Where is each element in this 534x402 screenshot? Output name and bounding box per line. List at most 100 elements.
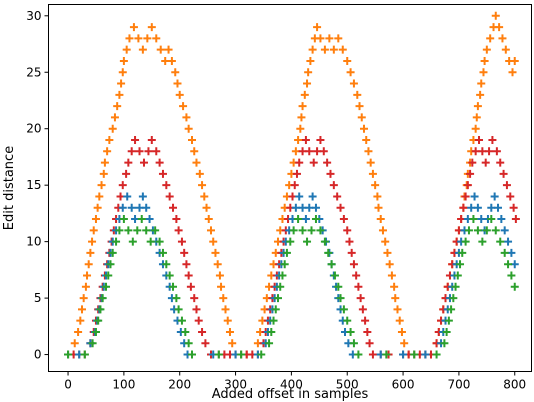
data-point [165, 271, 174, 280]
data-point [286, 237, 295, 246]
y-axis-label: Edit distance [2, 146, 17, 230]
data-point [127, 203, 136, 212]
data-point [487, 215, 496, 224]
data-point [219, 294, 228, 303]
data-point [295, 158, 304, 167]
data-point [115, 226, 124, 235]
data-point [440, 339, 449, 348]
y-tick-label: 20 [26, 122, 41, 136]
data-point [378, 226, 387, 235]
y-tick-label: 0 [34, 348, 42, 362]
data-point [96, 305, 105, 314]
data-point [188, 350, 197, 359]
data-point [345, 237, 354, 246]
data-point [488, 136, 497, 145]
series-1 [64, 136, 520, 359]
data-point [273, 294, 282, 303]
data-point [400, 339, 409, 348]
data-point [135, 147, 144, 156]
data-point [171, 68, 180, 77]
data-point [301, 136, 310, 145]
data-point [363, 327, 372, 336]
data-point [486, 34, 495, 43]
data-point [198, 181, 207, 190]
data-point [213, 260, 222, 269]
data-point [215, 271, 224, 280]
data-point [339, 305, 348, 314]
data-point [327, 260, 336, 269]
data-point [105, 136, 114, 145]
data-point [366, 158, 375, 167]
data-point [94, 316, 103, 325]
x-tick-label: 700 [447, 378, 470, 392]
data-point [393, 305, 402, 314]
data-point [172, 215, 181, 224]
x-tick-label: 0 [64, 378, 72, 392]
x-tick-label: 200 [168, 378, 191, 392]
data-point [298, 226, 307, 235]
data-point [301, 215, 310, 224]
data-point [192, 305, 201, 314]
data-point [476, 90, 485, 99]
data-point [355, 102, 364, 111]
data-point [303, 79, 312, 88]
data-point [169, 282, 178, 291]
data-point [311, 215, 320, 224]
data-point [479, 68, 488, 77]
data-point [88, 237, 97, 246]
data-point [357, 113, 366, 122]
data-point [112, 237, 121, 246]
data-point [507, 271, 516, 280]
data-point [343, 316, 352, 325]
data-point [323, 158, 332, 167]
data-point [471, 147, 480, 156]
data-point [125, 34, 134, 43]
data-point [316, 226, 325, 235]
series-2 [64, 192, 519, 359]
data-point [359, 124, 368, 133]
data-point [289, 226, 298, 235]
data-point [84, 260, 93, 269]
data-point [298, 147, 307, 156]
data-point [211, 248, 220, 257]
data-point [334, 282, 343, 291]
data-point [356, 294, 365, 303]
data-point [506, 192, 515, 201]
data-point [135, 203, 144, 212]
data-point [466, 169, 475, 178]
data-point [129, 23, 138, 32]
data-point [298, 102, 307, 111]
data-point [509, 203, 518, 212]
data-point [206, 226, 215, 235]
data-point [477, 79, 486, 88]
data-point [326, 169, 335, 178]
data-point [364, 147, 373, 156]
x-tick-label: 300 [224, 378, 247, 392]
data-point [353, 90, 362, 99]
data-point [510, 260, 519, 269]
data-point [184, 124, 193, 133]
data-point [228, 339, 237, 348]
data-point [167, 56, 176, 65]
data-point [329, 181, 338, 190]
data-point [502, 181, 511, 190]
data-point [459, 203, 468, 212]
data-point [304, 68, 313, 77]
data-point [339, 215, 348, 224]
data-point [492, 147, 501, 156]
data-point [447, 305, 456, 314]
data-point [88, 339, 97, 348]
y-axis: 0 5 10 15 20 25 30 [26, 9, 49, 362]
x-axis-label: Added offset in samples [212, 387, 369, 402]
data-point [461, 237, 470, 246]
data-point [295, 192, 304, 201]
data-point [162, 260, 171, 269]
data-point [223, 316, 232, 325]
data-point [225, 327, 234, 336]
data-point [457, 215, 466, 224]
data-point [313, 23, 322, 32]
data-point [99, 169, 108, 178]
series-3 [64, 215, 519, 359]
data-point [158, 169, 167, 178]
data-point [487, 203, 496, 212]
